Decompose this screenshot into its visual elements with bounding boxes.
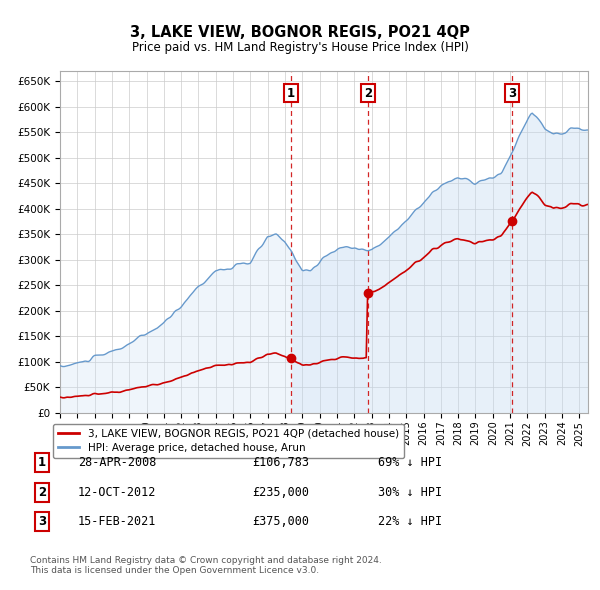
Text: £106,783: £106,783 xyxy=(252,456,309,469)
Text: 30% ↓ HPI: 30% ↓ HPI xyxy=(378,486,442,499)
Text: £375,000: £375,000 xyxy=(252,515,309,528)
Legend: 3, LAKE VIEW, BOGNOR REGIS, PO21 4QP (detached house), HPI: Average price, detac: 3, LAKE VIEW, BOGNOR REGIS, PO21 4QP (de… xyxy=(53,424,404,458)
Text: Contains HM Land Registry data © Crown copyright and database right 2024.
This d: Contains HM Land Registry data © Crown c… xyxy=(30,556,382,575)
Text: 2: 2 xyxy=(38,486,46,499)
Text: 2: 2 xyxy=(364,87,372,100)
Text: 1: 1 xyxy=(287,87,295,100)
Text: 69% ↓ HPI: 69% ↓ HPI xyxy=(378,456,442,469)
Text: 3: 3 xyxy=(508,87,516,100)
Text: 1: 1 xyxy=(38,456,46,469)
Text: 28-APR-2008: 28-APR-2008 xyxy=(78,456,157,469)
Text: 3, LAKE VIEW, BOGNOR REGIS, PO21 4QP: 3, LAKE VIEW, BOGNOR REGIS, PO21 4QP xyxy=(130,25,470,40)
Text: 22% ↓ HPI: 22% ↓ HPI xyxy=(378,515,442,528)
Text: 3: 3 xyxy=(38,515,46,528)
Text: 15-FEB-2021: 15-FEB-2021 xyxy=(78,515,157,528)
Text: £235,000: £235,000 xyxy=(252,486,309,499)
Text: 12-OCT-2012: 12-OCT-2012 xyxy=(78,486,157,499)
Text: Price paid vs. HM Land Registry's House Price Index (HPI): Price paid vs. HM Land Registry's House … xyxy=(131,41,469,54)
